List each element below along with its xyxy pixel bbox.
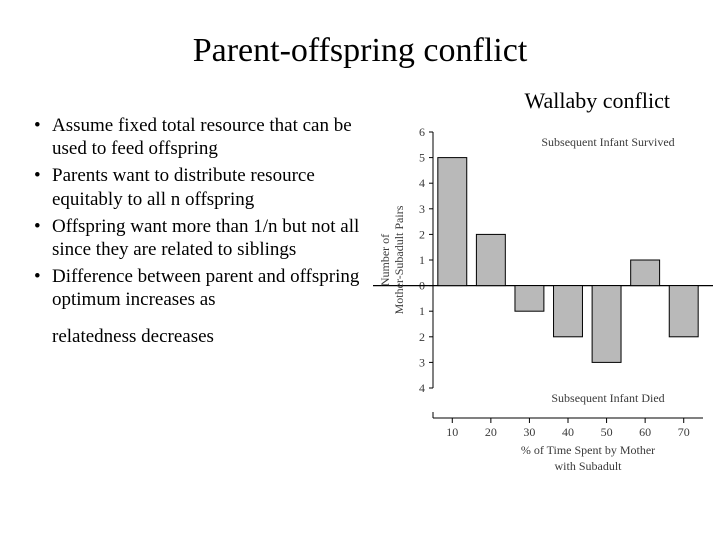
svg-text:6: 6 xyxy=(419,125,425,139)
svg-text:20: 20 xyxy=(485,425,497,439)
svg-text:4: 4 xyxy=(419,176,425,190)
chart-column: Wallaby conflict 01234561234102030405060… xyxy=(373,88,690,500)
chart-subtitle: Wallaby conflict xyxy=(373,88,690,114)
svg-text:40: 40 xyxy=(562,425,574,439)
bullet-item: Parents want to distribute resource equi… xyxy=(30,164,365,210)
svg-text:1: 1 xyxy=(419,304,425,318)
svg-text:Subsequent Infant Survived: Subsequent Infant Survived xyxy=(542,135,675,149)
svg-text:70: 70 xyxy=(678,425,690,439)
svg-text:3: 3 xyxy=(419,202,425,216)
bar-chart-svg: 0123456123410203040506070Number ofMother… xyxy=(373,120,713,490)
svg-text:3: 3 xyxy=(419,355,425,369)
svg-text:50: 50 xyxy=(601,425,613,439)
bullet-column: Assume fixed total resource that can be … xyxy=(30,88,373,500)
wallaby-chart: 0123456123410203040506070Number ofMother… xyxy=(373,120,690,500)
svg-text:2: 2 xyxy=(419,227,425,241)
svg-text:Number ofMother-Subadult Pairs: Number ofMother-Subadult Pairs xyxy=(378,205,406,314)
bullet-list: Assume fixed total resource that can be … xyxy=(30,114,365,311)
slide-title: Parent-offspring conflict xyxy=(30,32,690,70)
svg-text:Subsequent Infant Died: Subsequent Infant Died xyxy=(552,391,665,405)
content-row: Assume fixed total resource that can be … xyxy=(30,88,690,500)
svg-text:with Subadult: with Subadult xyxy=(555,459,623,473)
svg-text:30: 30 xyxy=(524,425,536,439)
bullet-tail: relatedness decreases xyxy=(30,325,365,348)
svg-text:4: 4 xyxy=(419,381,425,395)
svg-text:1: 1 xyxy=(419,253,425,267)
bullet-item: Offspring want more than 1/n but not all… xyxy=(30,215,365,261)
svg-text:5: 5 xyxy=(419,151,425,165)
svg-text:60: 60 xyxy=(639,425,651,439)
bullet-item: Difference between parent and offspring … xyxy=(30,265,365,311)
bullet-item: Assume fixed total resource that can be … xyxy=(30,114,365,160)
svg-text:10: 10 xyxy=(446,425,458,439)
svg-text:2: 2 xyxy=(419,330,425,344)
svg-text:% of Time Spent by Mother: % of Time Spent by Mother xyxy=(521,443,655,457)
